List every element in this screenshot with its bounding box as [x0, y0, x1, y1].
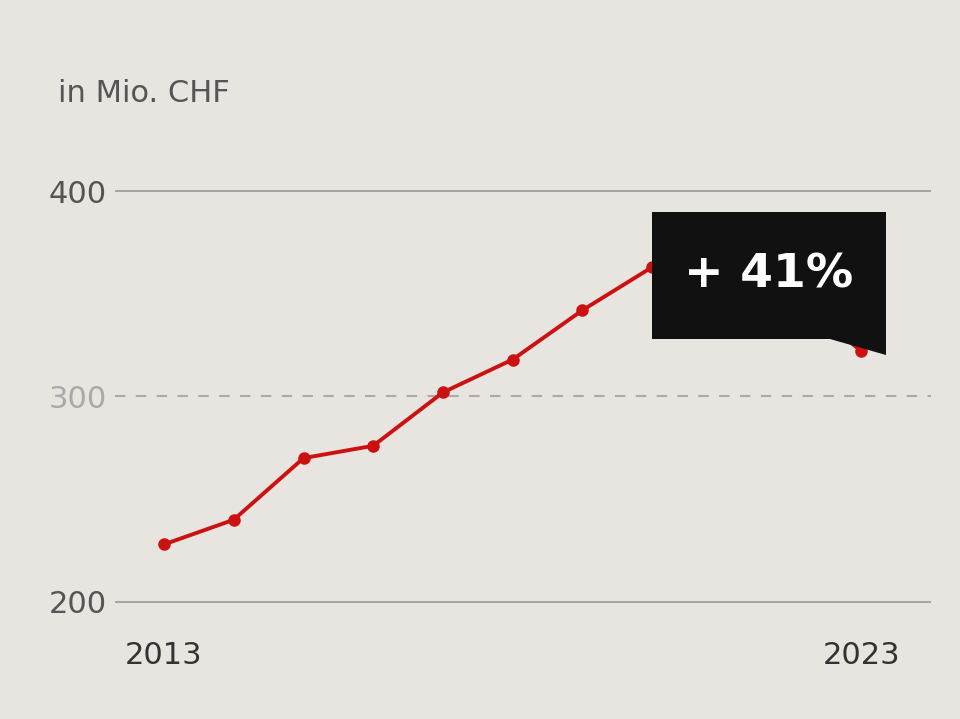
Text: in Mio. CHF: in Mio. CHF — [58, 79, 229, 108]
Text: + 41%: + 41% — [684, 253, 853, 298]
Polygon shape — [830, 339, 886, 355]
FancyBboxPatch shape — [652, 211, 886, 339]
